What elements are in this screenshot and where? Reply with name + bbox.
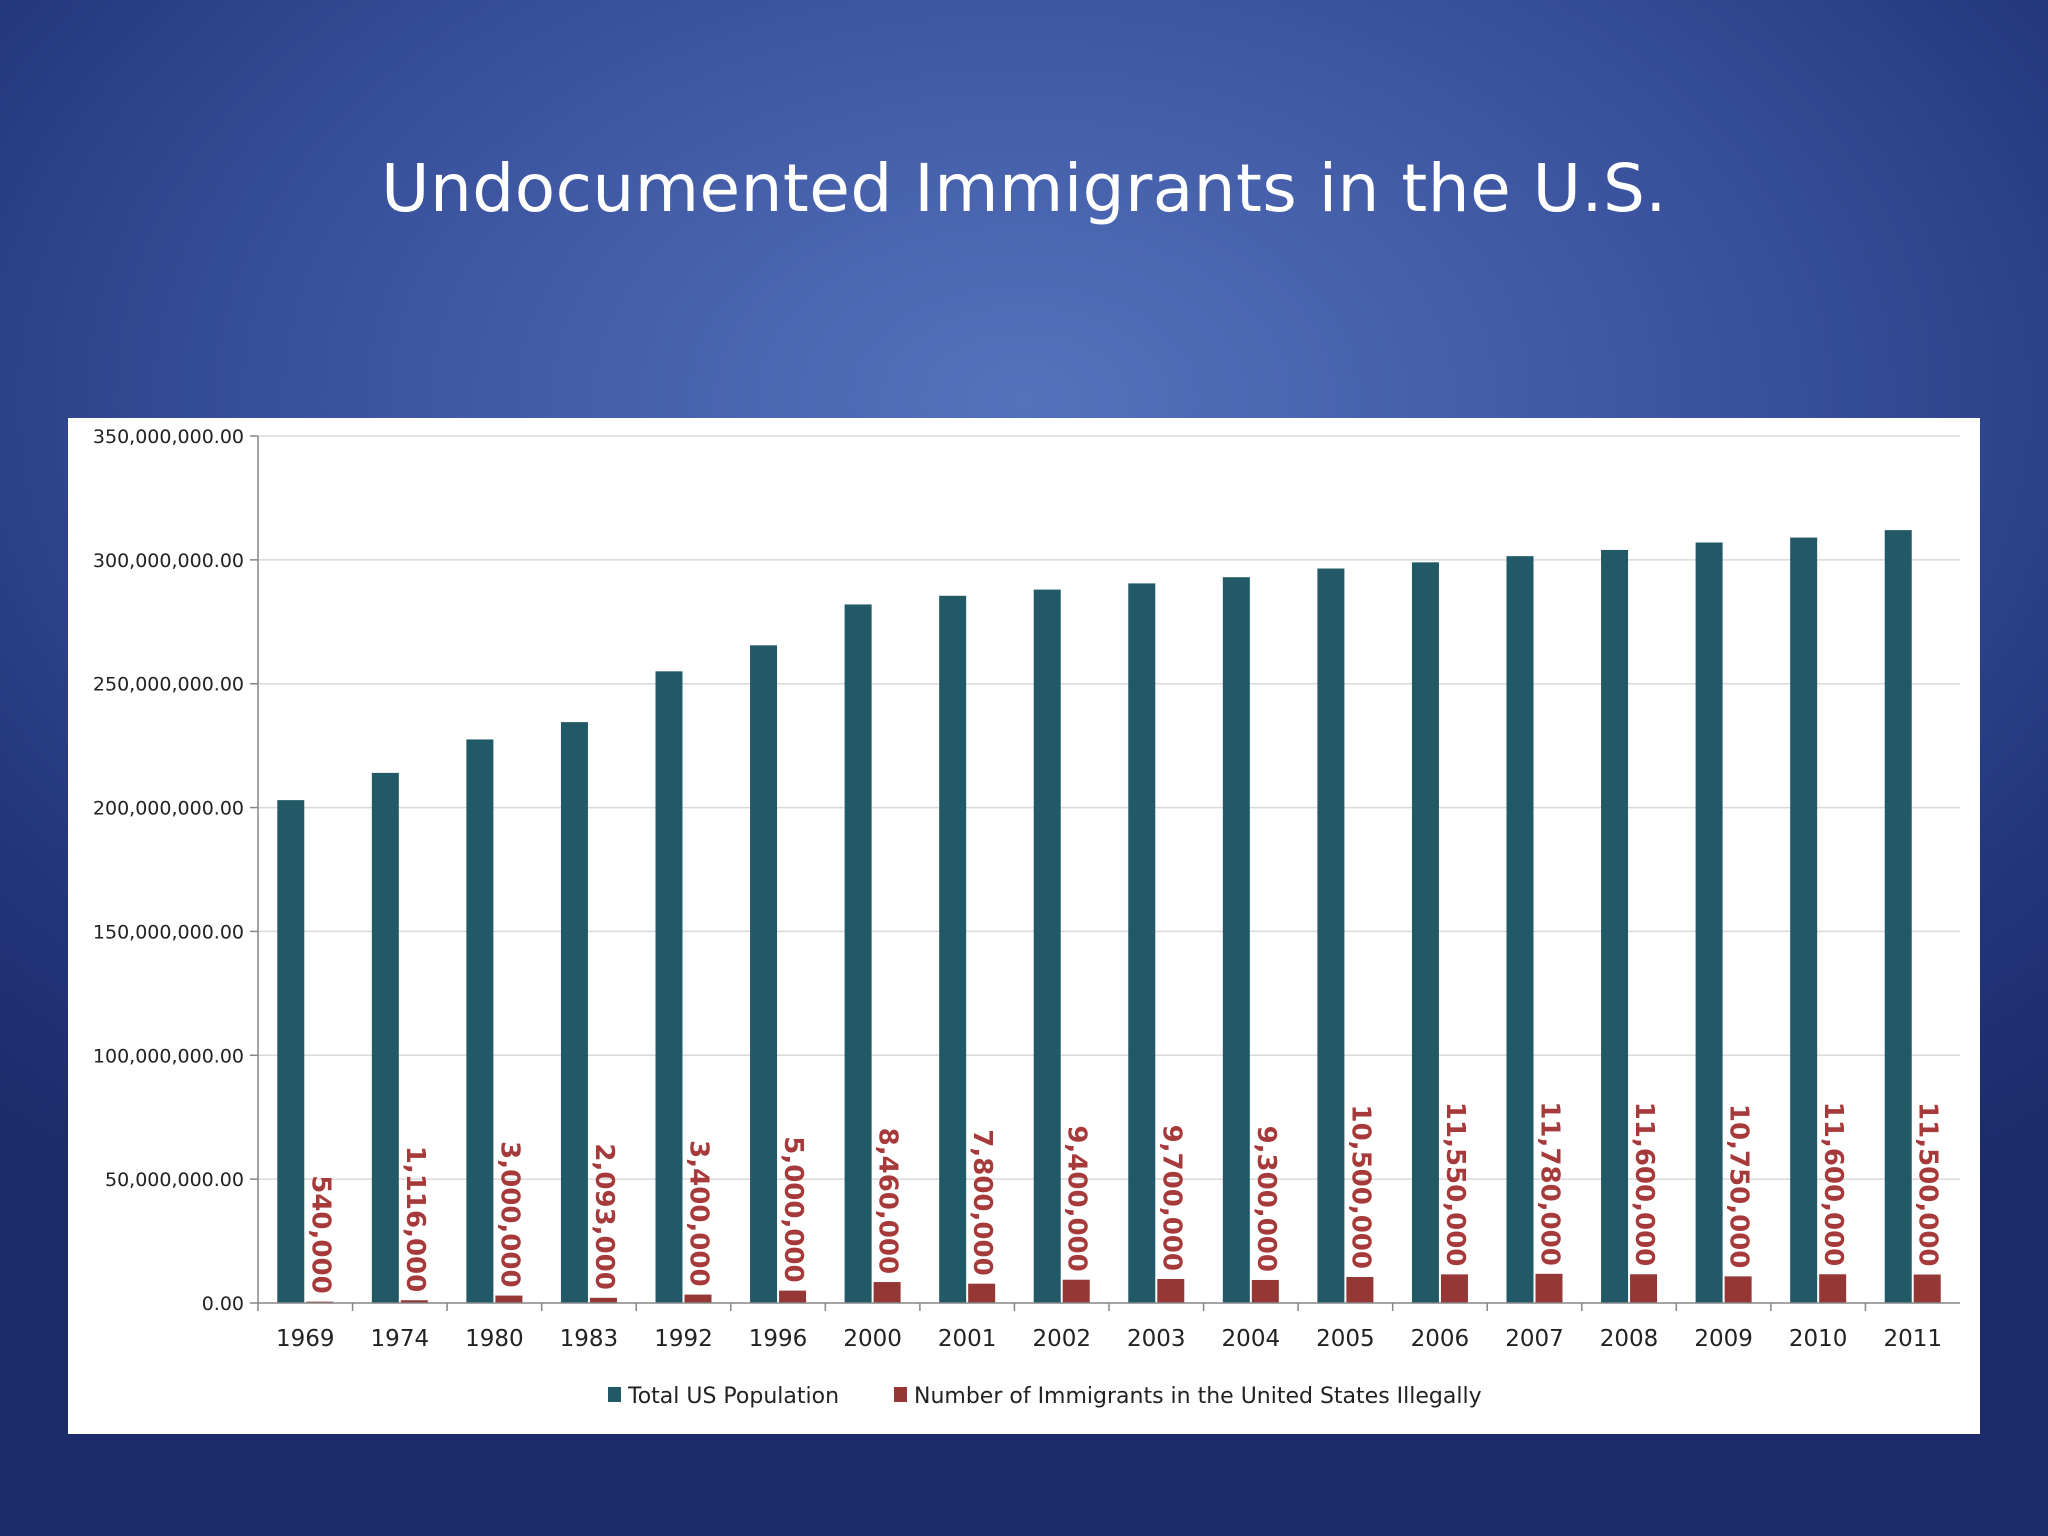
y-tick-label: 0.00 xyxy=(202,1293,244,1315)
legend-label: Total US Population xyxy=(627,1384,839,1409)
x-tick-label: 2011 xyxy=(1883,1326,1942,1352)
x-tick-label: 2005 xyxy=(1316,1326,1375,1352)
legend: Total US Population Number of Immigrants … xyxy=(608,1384,1482,1409)
bar-total-population xyxy=(1033,589,1061,1303)
bar-total-population xyxy=(1317,568,1345,1303)
data-label-immigrants: 3,400,000 xyxy=(684,1140,714,1286)
bar-immigrants xyxy=(589,1297,617,1303)
data-label-immigrants: 10,750,000 xyxy=(1724,1104,1754,1268)
data-label-immigrants: 11,780,000 xyxy=(1535,1101,1565,1265)
axes: 0.00 50,000,000.00 100,000,000.00 150,000,0… xyxy=(93,426,1960,1352)
bar-total-population xyxy=(750,645,778,1303)
bar-immigrants xyxy=(1913,1274,1941,1303)
data-label-immigrants: 1,116,000 xyxy=(400,1146,430,1292)
bar-immigrants xyxy=(779,1290,807,1303)
bar-total-population xyxy=(1411,562,1439,1303)
bar-immigrants xyxy=(873,1282,901,1303)
bar-total-population xyxy=(939,595,967,1303)
bar-total-population xyxy=(371,772,399,1303)
bar-total-population xyxy=(844,604,872,1303)
x-tick-label: 2003 xyxy=(1127,1326,1186,1352)
x-tick-label: 1983 xyxy=(560,1326,619,1352)
data-label-immigrants: 5,000,000 xyxy=(778,1136,808,1282)
bar-total-population xyxy=(1222,577,1250,1303)
x-tick-label: 2004 xyxy=(1222,1326,1281,1352)
bar-immigrants xyxy=(1535,1273,1563,1303)
bar-immigrants xyxy=(495,1295,523,1303)
x-tick-label: 2001 xyxy=(938,1326,997,1352)
data-label-immigrants: 9,700,000 xyxy=(1156,1125,1186,1271)
x-tick-label: 1974 xyxy=(371,1326,430,1352)
bar-chart: 0.00 50,000,000.00 100,000,000.00 150,000,0… xyxy=(93,426,1960,1409)
y-tick-label: 50,000,000.00 xyxy=(105,1169,244,1191)
data-label-immigrants: 540,000 xyxy=(305,1175,335,1293)
bar-immigrants xyxy=(1251,1279,1279,1303)
data-label-immigrants: 3,000,000 xyxy=(494,1141,524,1287)
x-tick-label: 1969 xyxy=(276,1326,335,1352)
bar-immigrants xyxy=(1062,1279,1090,1303)
data-label-immigrants: 9,300,000 xyxy=(1251,1126,1281,1272)
x-tick-label: 2000 xyxy=(843,1326,902,1352)
data-label-immigrants: 10,500,000 xyxy=(1345,1105,1375,1269)
data-label-immigrants: 11,500,000 xyxy=(1913,1102,1943,1266)
bar-total-population xyxy=(1128,583,1156,1303)
y-tick-label: 350,000,000.00 xyxy=(93,426,244,448)
bar-immigrants xyxy=(1440,1274,1468,1303)
data-label-immigrants: 9,400,000 xyxy=(1062,1125,1092,1271)
bar-immigrants xyxy=(1630,1274,1658,1303)
bar-total-population xyxy=(560,722,588,1303)
x-tick-label: 1980 xyxy=(465,1326,524,1352)
bar-immigrants xyxy=(400,1300,428,1303)
data-label-immigrants: 7,800,000 xyxy=(967,1129,997,1275)
x-tick-label: 1992 xyxy=(654,1326,713,1352)
slide-title: Undocumented Immigrants in the U.S. xyxy=(381,150,1667,227)
data-label-immigrants: 11,600,000 xyxy=(1629,1102,1659,1266)
bar-total-population xyxy=(1884,530,1912,1303)
bar-immigrants xyxy=(968,1283,996,1303)
bar-immigrants xyxy=(1724,1276,1752,1303)
x-tick-label: 2002 xyxy=(1032,1326,1091,1352)
x-tick-label: 2006 xyxy=(1411,1326,1470,1352)
gridlines xyxy=(258,435,1960,1180)
legend-swatch xyxy=(608,1387,621,1402)
data-label-immigrants: 8,460,000 xyxy=(873,1128,903,1274)
bar-total-population xyxy=(1695,542,1723,1303)
bar-immigrants xyxy=(1157,1278,1185,1303)
bar-total-population xyxy=(1790,537,1818,1303)
y-tick-label: 150,000,000.00 xyxy=(93,921,244,943)
x-tick-label: 2009 xyxy=(1694,1326,1753,1352)
legend-swatch xyxy=(894,1387,907,1402)
x-tick-label: 2008 xyxy=(1600,1326,1659,1352)
x-tick-label: 2007 xyxy=(1505,1326,1564,1352)
data-label-immigrants: 2,093,000 xyxy=(589,1143,619,1289)
bar-immigrants xyxy=(684,1294,712,1303)
legend-label: Number of Immigrants in the United State… xyxy=(914,1384,1482,1409)
bar-immigrants xyxy=(1346,1276,1374,1303)
y-tick-label: 200,000,000.00 xyxy=(93,798,244,820)
x-tick-label: 2010 xyxy=(1789,1326,1848,1352)
bar-total-population xyxy=(466,739,494,1303)
data-labels: 540,000 1,116,000 3,000,000 2,093,000 3,400,… xyxy=(305,1101,1942,1293)
y-tick-label: 300,000,000.00 xyxy=(93,550,244,572)
y-tick-label: 250,000,000.00 xyxy=(93,674,244,696)
bar-immigrants xyxy=(1819,1274,1847,1303)
data-label-immigrants: 11,550,000 xyxy=(1440,1102,1470,1266)
bar-total-population xyxy=(277,800,305,1303)
bar-total-population xyxy=(1506,556,1534,1303)
x-tick-label: 1996 xyxy=(749,1326,808,1352)
bars xyxy=(277,530,1941,1303)
y-tick-label: 100,000,000.00 xyxy=(93,1045,244,1067)
chart-panel: 0.00 50,000,000.00 100,000,000.00 150,000,0… xyxy=(68,418,1980,1434)
bar-total-population xyxy=(655,671,683,1303)
data-label-immigrants: 11,600,000 xyxy=(1818,1102,1848,1266)
bar-total-population xyxy=(1601,549,1629,1303)
